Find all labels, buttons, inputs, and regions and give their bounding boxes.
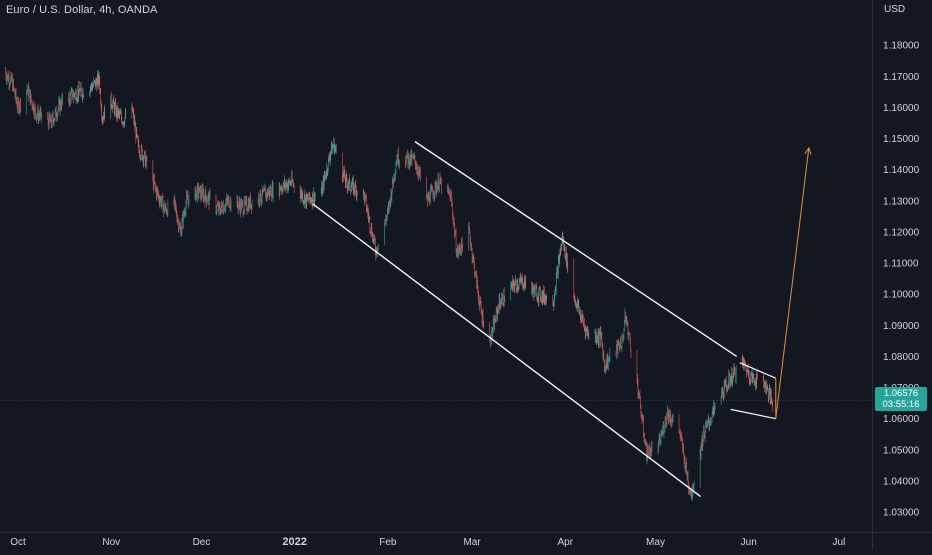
candles xyxy=(5,66,774,501)
y-tick-label: 1.12000 xyxy=(883,227,920,238)
bar-countdown: 03:55:16 xyxy=(882,399,920,410)
channel-upper-line xyxy=(414,141,738,358)
y-tick-label: 1.10000 xyxy=(883,290,920,301)
x-tick-label: Apr xyxy=(558,537,574,548)
x-tick-label: Mar xyxy=(463,537,481,548)
y-tick-label: 1.17000 xyxy=(883,72,920,83)
last-price-tag: 1.06576 03:55:16 xyxy=(875,387,927,411)
flag-upper-line xyxy=(739,362,777,379)
y-tick-label: 1.03000 xyxy=(883,508,920,519)
x-tick-label: Oct xyxy=(10,537,26,548)
currency-label: USD xyxy=(884,4,906,15)
x-tick-label: Dec xyxy=(193,537,211,548)
projection-arrow-line xyxy=(775,147,810,419)
y-tick-label: 1.05000 xyxy=(883,445,920,456)
last-price-value: 1.06576 xyxy=(883,388,919,399)
flag-lower-line xyxy=(730,408,776,420)
y-tick-label: 1.06000 xyxy=(883,414,920,425)
x-tick-label: Jun xyxy=(741,537,757,548)
x-tick-label: Nov xyxy=(102,537,120,548)
x-tick-label: May xyxy=(646,537,665,548)
channel-lower-line xyxy=(312,203,702,498)
y-tick-label: 1.15000 xyxy=(883,134,920,145)
symbol-title[interactable]: Euro / U.S. Dollar, 4h, OANDA xyxy=(6,4,158,16)
y-tick-label: 1.18000 xyxy=(883,41,920,52)
y-tick-label: 1.13000 xyxy=(883,196,920,207)
y-tick-label: 1.14000 xyxy=(883,165,920,176)
y-tick-label: 1.11000 xyxy=(883,259,919,270)
x-tick-label: 2022 xyxy=(282,536,306,548)
y-tick-label: 1.04000 xyxy=(883,476,920,487)
drawing-layer xyxy=(312,141,812,498)
projection-arrow-head xyxy=(804,146,812,155)
y-tick-label: 1.08000 xyxy=(883,352,920,363)
y-tick-label: 1.09000 xyxy=(883,321,920,332)
x-tick-label: Feb xyxy=(379,537,397,548)
plot-area xyxy=(0,66,872,501)
x-tick-label: Jul xyxy=(833,537,846,548)
y-tick-label: 1.16000 xyxy=(883,103,920,114)
